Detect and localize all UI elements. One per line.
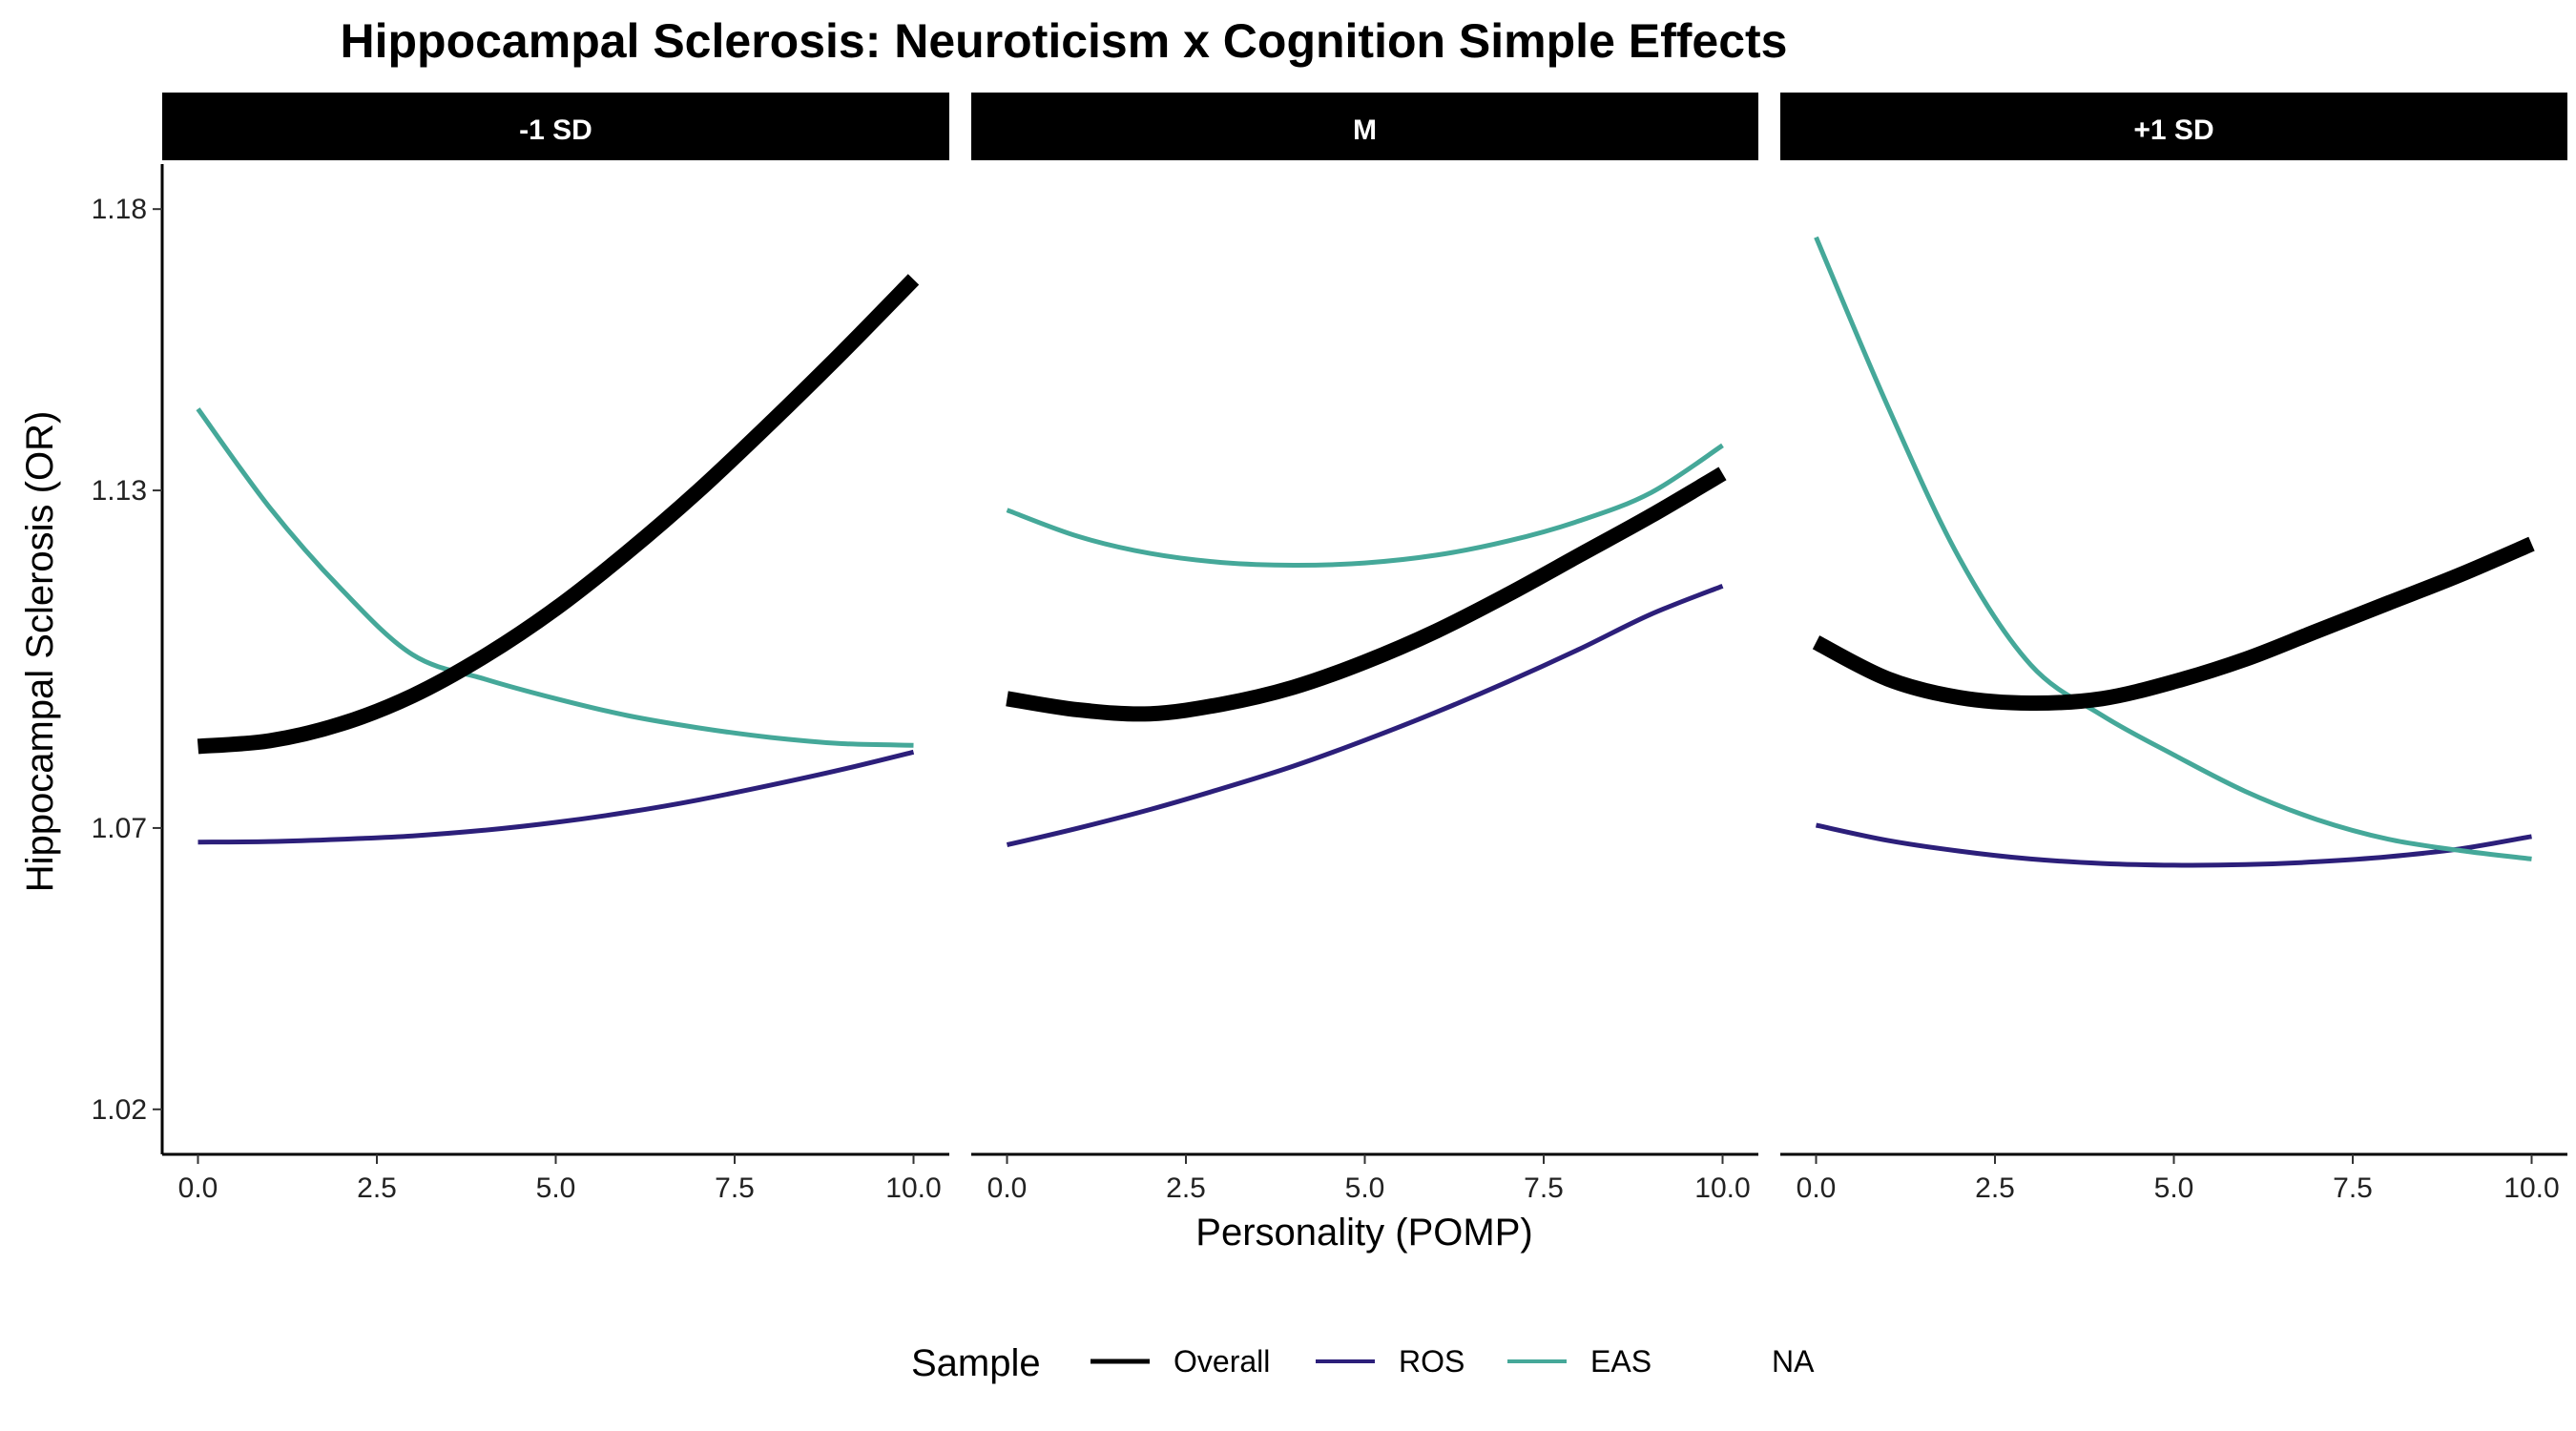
x-tick-label: 10.0 xyxy=(885,1172,941,1204)
series-line-ros xyxy=(1006,583,1724,848)
series-line-overall xyxy=(1006,467,1727,722)
series-line-overall xyxy=(197,274,920,755)
x-tick-label: 10.0 xyxy=(2503,1172,2559,1204)
chart-title: Hippocampal Sclerosis: Neuroticism x Cog… xyxy=(341,14,1788,68)
legend-item-eas: EAS xyxy=(1507,1344,1652,1379)
legend-item-ros: ROS xyxy=(1316,1344,1465,1379)
x-tick-label: 0.0 xyxy=(1797,1172,1837,1204)
series-line-eas xyxy=(1814,236,2532,861)
legend-label: NA xyxy=(1772,1344,1815,1379)
x-tick-label: 5.0 xyxy=(2154,1172,2194,1204)
panel-strip-label: -1 SD xyxy=(519,114,592,146)
series-line-eas xyxy=(1006,443,1724,569)
legend-label: EAS xyxy=(1590,1344,1652,1379)
y-axis-title: Hippocampal Sclerosis (OR) xyxy=(19,411,61,893)
x-tick-label: 5.0 xyxy=(1345,1172,1385,1204)
panel-strip xyxy=(1780,93,2567,160)
panel-2: M 0.0 2.5 5.0 7.5 10.0 xyxy=(971,93,1758,1204)
y-tick-label: 1.13 xyxy=(92,475,147,507)
legend-item-overall: Overall xyxy=(1091,1344,1270,1379)
legend: Sample Overall ROS EAS NA xyxy=(911,1342,1815,1384)
y-tick-label: 1.07 xyxy=(92,813,147,844)
legend-label: Overall xyxy=(1174,1344,1270,1379)
panel-strip-label: +1 SD xyxy=(2133,114,2213,146)
y-tick-label: 1.18 xyxy=(92,194,147,225)
series-line-overall xyxy=(1812,536,2535,712)
x-tick-label: 2.5 xyxy=(1166,1172,1206,1204)
x-tick-label: 7.5 xyxy=(2333,1172,2373,1204)
panel-strip-label: M xyxy=(1353,114,1377,146)
y-tick-label: 1.02 xyxy=(92,1094,147,1126)
panel-strip xyxy=(971,93,1758,160)
x-tick-label: 2.5 xyxy=(357,1172,397,1204)
panels: -1 SD 1.02 1.07 1.13 1.18 0.0 2.5 5.0 7.5 10.0 M 0.… xyxy=(92,93,2567,1204)
legend-label: ROS xyxy=(1399,1344,1465,1379)
x-tick-label: 7.5 xyxy=(1524,1172,1564,1204)
panel-3: +1 SD 0.0 2.5 5.0 7.5 10.0 xyxy=(1780,93,2567,1204)
legend-title: Sample xyxy=(911,1342,1041,1384)
x-tick-label: 0.0 xyxy=(178,1172,218,1204)
x-tick-label: 0.0 xyxy=(987,1172,1028,1204)
series-line-ros xyxy=(197,749,915,845)
panel-1: -1 SD 1.02 1.07 1.13 1.18 0.0 2.5 5.0 7.5 10.0 xyxy=(92,93,949,1204)
x-tick-label: 5.0 xyxy=(536,1172,576,1204)
legend-item-na: NA xyxy=(1772,1344,1815,1379)
series-line-ros xyxy=(1815,822,2532,868)
x-tick-label: 10.0 xyxy=(1694,1172,1750,1204)
x-tick-label: 2.5 xyxy=(1975,1172,2015,1204)
x-tick-label: 7.5 xyxy=(715,1172,755,1204)
x-axis-title: Personality (POMP) xyxy=(1195,1212,1532,1254)
panel-strip xyxy=(162,93,949,160)
series-line-eas xyxy=(196,407,914,748)
